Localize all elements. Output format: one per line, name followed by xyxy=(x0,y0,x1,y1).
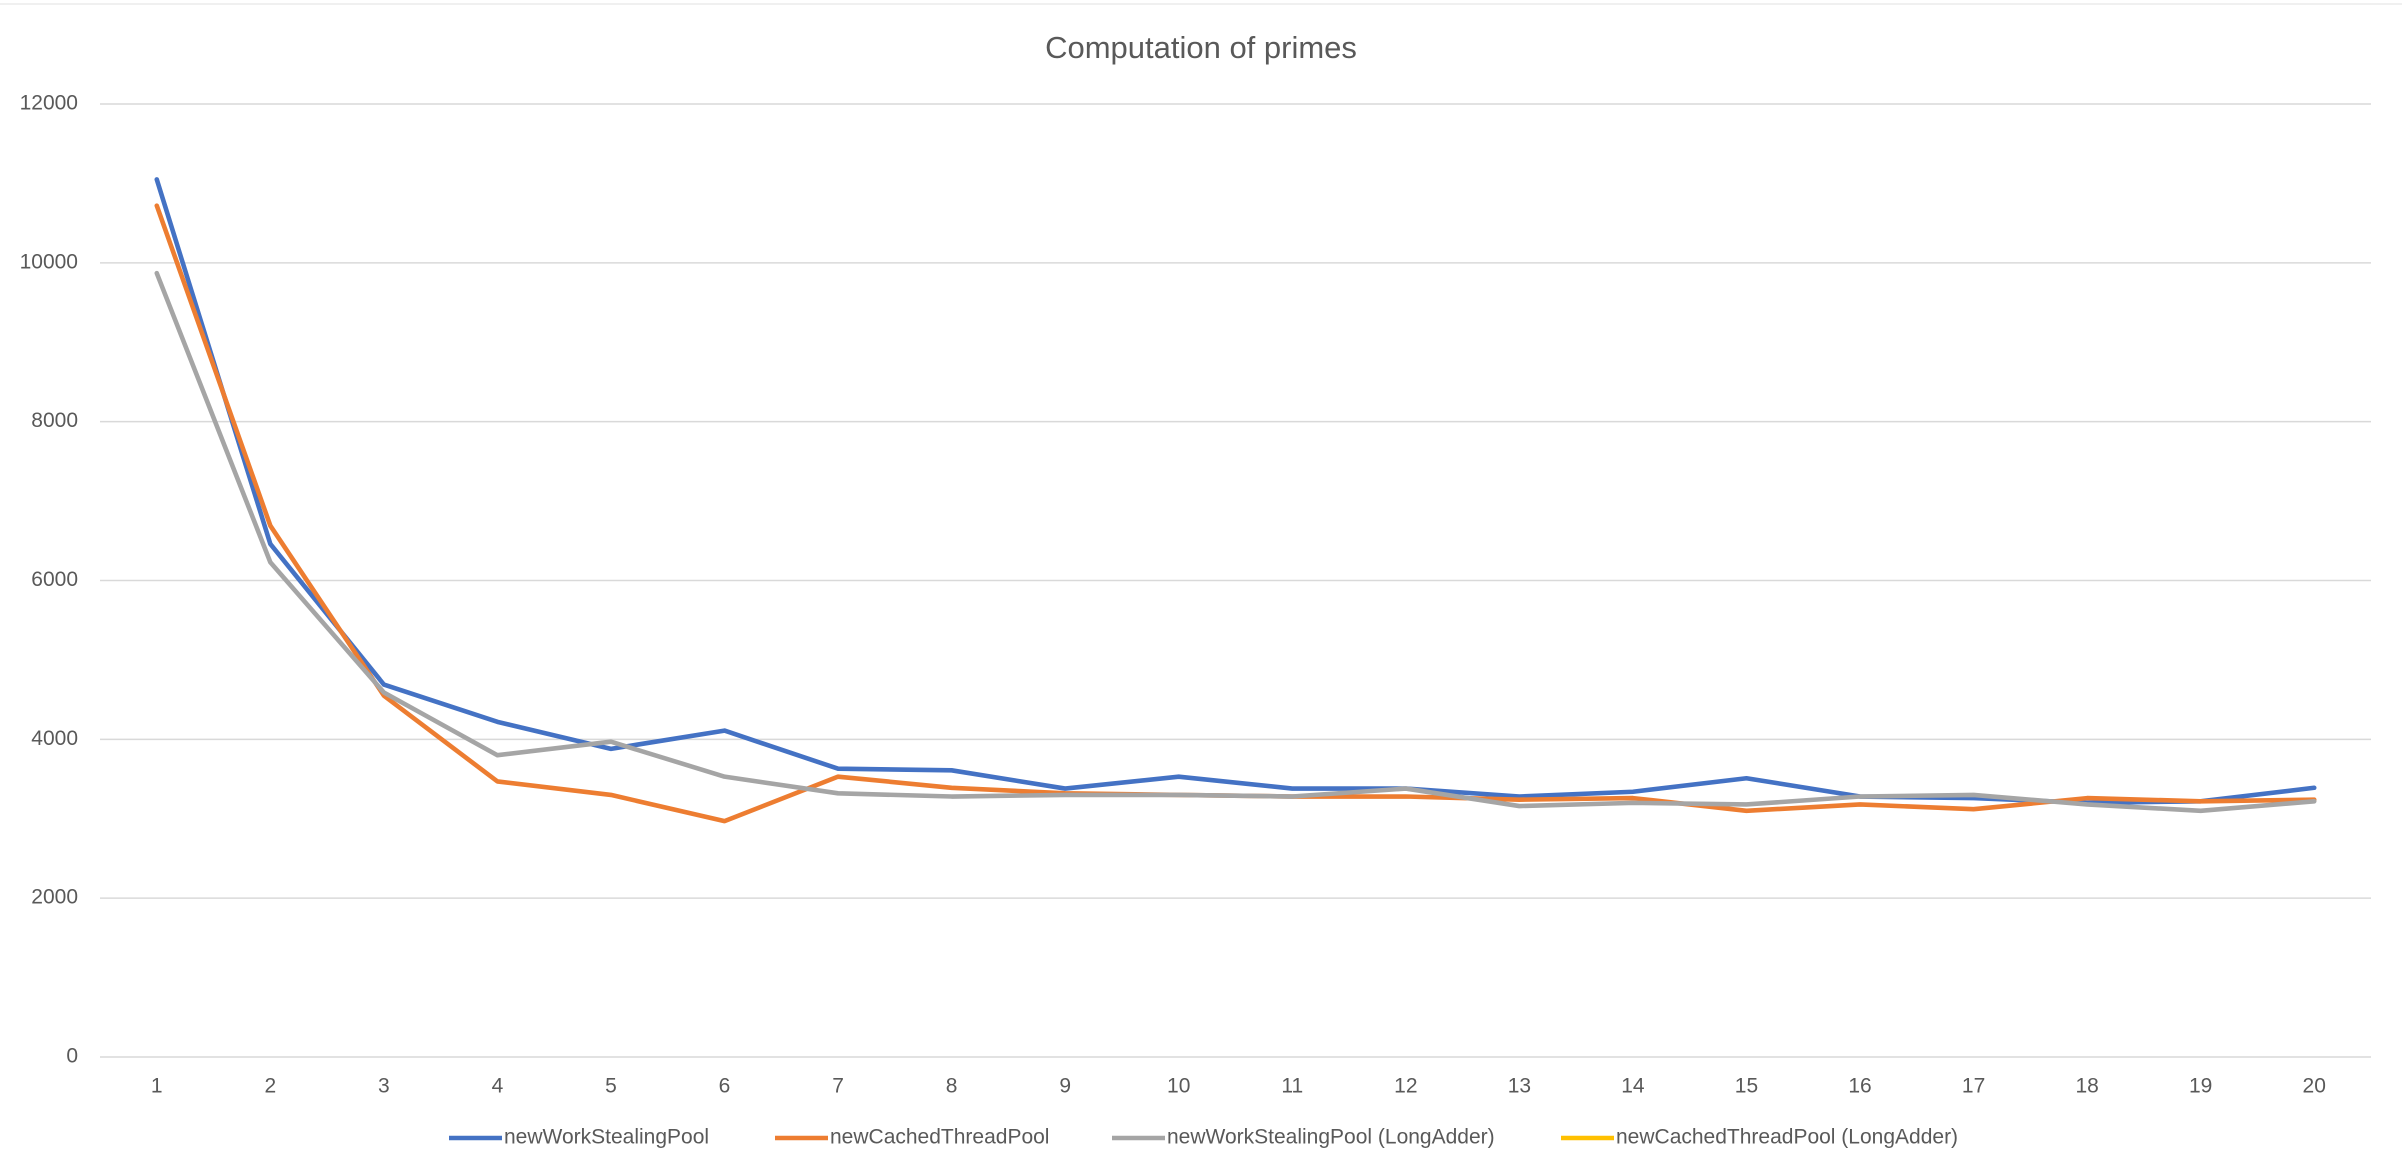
x-tick-label: 9 xyxy=(1059,1075,1071,1098)
legend-label: newCachedThreadPool xyxy=(830,1126,1049,1149)
x-tick-label: 17 xyxy=(1962,1075,1985,1098)
x-tick-label: 13 xyxy=(1508,1075,1531,1098)
chart-title: Computation of primes xyxy=(1045,30,1357,65)
x-tick-label: 1 xyxy=(151,1075,163,1098)
x-tick-label: 7 xyxy=(832,1075,844,1098)
y-tick-label: 10000 xyxy=(20,250,78,273)
x-tick-label: 14 xyxy=(1621,1075,1645,1098)
x-tick-label: 18 xyxy=(2075,1075,2098,1098)
series-line xyxy=(154,177,2317,806)
x-tick-label: 3 xyxy=(378,1075,390,1098)
y-tick-label: 6000 xyxy=(31,568,78,591)
y-tick-label: 12000 xyxy=(20,92,78,115)
x-tick-label: 12 xyxy=(1394,1075,1417,1098)
x-tick-label: 8 xyxy=(946,1075,958,1098)
y-tick-label: 0 xyxy=(66,1045,78,1068)
x-tick-label: 10 xyxy=(1167,1075,1190,1098)
series-line xyxy=(154,270,2317,814)
x-tick-label: 20 xyxy=(2303,1075,2326,1098)
y-tick-label: 4000 xyxy=(31,727,78,750)
x-tick-label: 4 xyxy=(492,1075,504,1098)
x-tick-label: 15 xyxy=(1735,1075,1758,1098)
x-tick-label: 6 xyxy=(719,1075,731,1098)
legend-label: newCachedThreadPool (LongAdder) xyxy=(1616,1126,1958,1149)
legend-label: newWorkStealingPool (LongAdder) xyxy=(1167,1126,1495,1149)
x-tick-label: 19 xyxy=(2189,1075,2212,1098)
x-tick-label: 11 xyxy=(1281,1075,1303,1098)
x-tick-label: 16 xyxy=(1848,1075,1871,1098)
y-tick-label: 2000 xyxy=(31,886,78,909)
x-tick-label: 2 xyxy=(264,1075,276,1098)
x-tick-label: 5 xyxy=(605,1075,617,1098)
y-tick-label: 8000 xyxy=(31,409,78,432)
legend-label: newWorkStealingPool xyxy=(504,1126,709,1149)
